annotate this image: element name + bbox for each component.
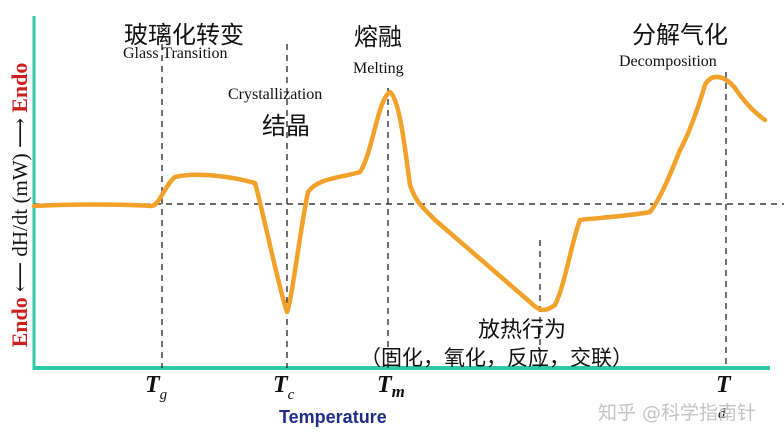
x-axis-label: Temperature [279, 407, 387, 427]
glass-transition-title-en: Glass Transition [123, 45, 228, 62]
watermark-text: 知乎 @科学指南针 [598, 402, 757, 424]
crystallization-title-en: Crystallization [228, 86, 323, 103]
melting-title-cn: 熔融 [354, 23, 402, 51]
y-axis-arrow-down: ⟵ [8, 261, 32, 292]
tick-td-main: T [716, 372, 732, 398]
tick-tm-main: T [377, 372, 393, 398]
y-axis-unit: dH/dt (mW) [8, 153, 32, 257]
tick-tm: Tm [377, 372, 405, 401]
glass-transition-title-cn: 玻璃化转变 [124, 21, 244, 49]
tick-tg: Tg [145, 372, 168, 403]
y-axis-endo-bottom: Endo [7, 297, 32, 348]
y-axis-endo-top: Endo [7, 62, 32, 113]
exotherm-detail-cn: （固化，氧化，反应，交联） [360, 346, 633, 370]
y-axis-arrow-up: ⟶ [8, 118, 32, 149]
tick-tg-sub: g [160, 387, 168, 403]
melting-title-en: Melting [353, 60, 404, 77]
tick-tc-sub: c [288, 387, 295, 403]
exotherm-title-cn: 放热行为 [478, 318, 567, 343]
crystallization-title-cn: 结晶 [262, 112, 310, 140]
tick-tc: Tc [273, 372, 295, 403]
tick-tm-sub: m [392, 382, 405, 401]
tick-td-sub: d [718, 406, 726, 422]
dsc-curve [31, 74, 768, 315]
decomposition-title-cn: 分解气化 [632, 21, 728, 49]
tick-tg-main: T [145, 372, 161, 398]
tick-tc-main: T [273, 372, 289, 398]
decomposition-title-en: Decomposition [619, 53, 717, 70]
